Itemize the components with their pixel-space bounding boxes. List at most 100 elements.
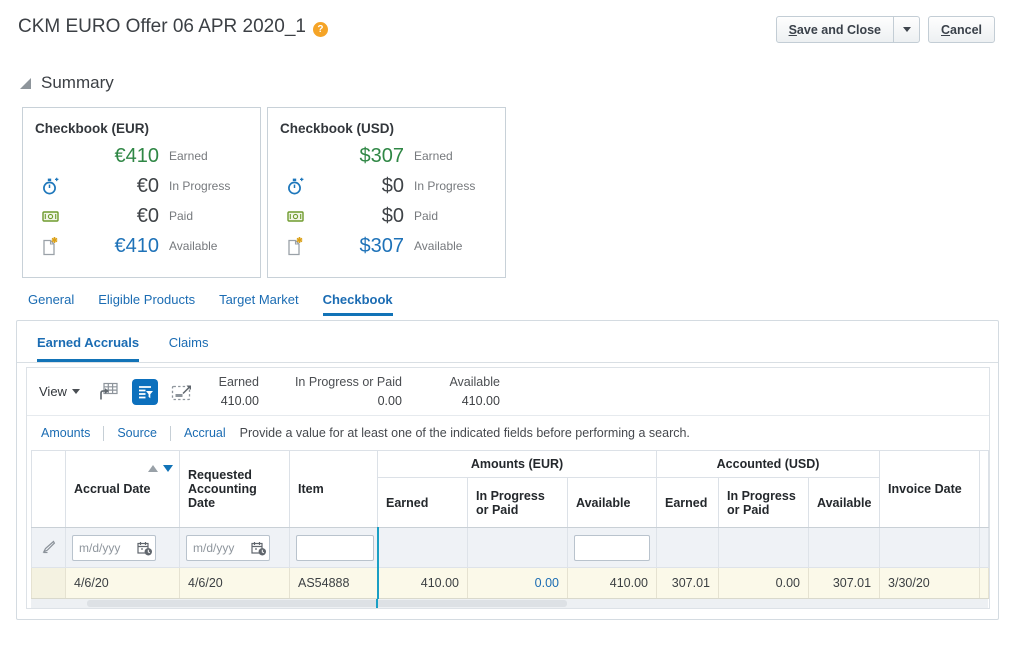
requested-accounting-date-filter-cell: [180, 528, 290, 568]
col-header-accrual-date[interactable]: Accrual Date: [66, 451, 180, 528]
empty-filter-cell: [980, 528, 989, 568]
search-links-row: Amounts Source Accrual Provide a value f…: [27, 416, 989, 450]
empty-filter-cell: [809, 528, 880, 568]
tab-bar: General Eligible Products Target Market …: [28, 292, 1015, 316]
available-total: Available 410.00: [438, 373, 500, 409]
earned-total: Earned 410.00: [207, 373, 259, 409]
eur-in-progress-or-paid-link[interactable]: 0.00: [535, 576, 559, 590]
earned-accruals-panel: View Earned 4: [26, 367, 990, 609]
available-label: Available: [404, 239, 493, 253]
help-icon[interactable]: ?: [313, 22, 328, 37]
subtab-bar: Earned Accruals Claims: [17, 321, 998, 363]
col-header-usd-in-progress-or-paid[interactable]: In Progress or Paid: [719, 478, 809, 528]
in-progress-value: $0: [314, 175, 404, 198]
group-header-accounted-usd: Accounted (USD): [657, 451, 880, 478]
stopwatch-icon: [35, 176, 69, 196]
view-menu-label: View: [39, 384, 67, 399]
cell-invoice-date: 3/30/20: [880, 568, 980, 599]
available-total-label: Available: [438, 373, 500, 391]
checkbook-cards: Checkbook (EUR) €410 Earned €0 In Progre…: [22, 107, 1015, 278]
earned-total-label: Earned: [207, 373, 259, 391]
checkbook-eur-card: Checkbook (EUR) €410 Earned €0 In Progre…: [22, 107, 261, 278]
accrual-link[interactable]: Accrual: [184, 426, 226, 440]
filler-cell: [980, 568, 989, 599]
cell-item: AS54888: [290, 568, 378, 599]
summary-collapse-icon[interactable]: [20, 78, 31, 89]
detach-button[interactable]: [171, 383, 193, 401]
cell-eur-earned: 410.00: [378, 568, 468, 599]
col-header-eur-available[interactable]: Available: [568, 478, 657, 528]
tab-eligible-products[interactable]: Eligible Products: [98, 292, 195, 316]
save-and-close-button[interactable]: Save and Close: [776, 16, 894, 43]
search-hint-text: Provide a value for at least one of the …: [240, 426, 690, 440]
col-header-invoice-date[interactable]: Invoice Date: [880, 451, 980, 528]
available-value: $307: [314, 235, 404, 258]
stopwatch-icon: [280, 176, 314, 196]
row-edit-cell: [32, 528, 66, 568]
edit-column-header: [32, 451, 66, 528]
cancel-button[interactable]: Cancel: [928, 16, 995, 43]
eur-available-filter-input[interactable]: [574, 535, 650, 561]
col-header-usd-earned[interactable]: Earned: [657, 478, 719, 528]
summary-section-header: Summary: [20, 73, 1015, 93]
tab-target-market[interactable]: Target Market: [219, 292, 298, 316]
filter-row: [32, 528, 989, 568]
paid-row: $0 Paid: [280, 201, 493, 231]
filter-table-icon: [137, 384, 153, 400]
calendar-icon[interactable]: [137, 541, 153, 556]
horizontal-scrollbar[interactable]: [31, 599, 988, 608]
subtab-claims[interactable]: Claims: [169, 335, 209, 362]
freeze-icon: [98, 382, 119, 401]
in-progress-row: $0 In Progress: [280, 171, 493, 201]
col-header-usd-available[interactable]: Available: [809, 478, 880, 528]
subtab-earned-accruals[interactable]: Earned Accruals: [37, 335, 139, 362]
action-buttons: Save and Close Cancel: [776, 16, 995, 43]
separator: [170, 426, 171, 441]
calendar-icon[interactable]: [251, 541, 267, 556]
paid-value: €0: [69, 205, 159, 228]
accrual-totals: Earned 410.00 In Progress or Paid 0.00 A…: [207, 373, 500, 409]
earned-row: $307 Earned: [280, 141, 493, 171]
eur-available-filter-cell: [568, 528, 657, 568]
paid-row: €0 Paid: [35, 201, 248, 231]
row-select-cell[interactable]: [32, 568, 66, 599]
table-row[interactable]: 4/6/20 4/6/20 AS54888 410.00 0.00 410.00…: [32, 568, 989, 599]
amounts-link[interactable]: Amounts: [41, 426, 90, 440]
item-filter-input[interactable]: [296, 535, 374, 561]
in-progress-or-paid-total-value: 0.00: [295, 392, 402, 410]
cell-eur-available: 410.00: [568, 568, 657, 599]
col-header-eur-earned[interactable]: Earned: [378, 478, 468, 528]
tab-general[interactable]: General: [28, 292, 74, 316]
view-menu-button[interactable]: View: [39, 384, 80, 399]
freeze-button[interactable]: [98, 382, 119, 401]
available-row: €410 Available: [35, 231, 248, 261]
accrual-date-header-label: Accrual Date: [74, 482, 150, 496]
available-label: Available: [159, 239, 248, 253]
cell-usd-earned: 307.01: [657, 568, 719, 599]
sort-ascending-icon[interactable]: [148, 465, 158, 472]
in-progress-value: €0: [69, 175, 159, 198]
save-and-close-dropdown-button[interactable]: [893, 16, 920, 43]
col-header-eur-in-progress-or-paid[interactable]: In Progress or Paid: [468, 478, 568, 528]
scrollbar-thumb[interactable]: [87, 600, 567, 607]
chevron-down-icon: [903, 27, 911, 32]
pencil-icon: [41, 539, 56, 554]
col-header-requested-accounting-date[interactable]: Requested Accounting Date: [180, 451, 290, 528]
sort-descending-icon[interactable]: [163, 465, 173, 472]
paid-label: Paid: [159, 209, 248, 223]
query-by-example-button[interactable]: [132, 379, 158, 405]
earned-row: €410 Earned: [35, 141, 248, 171]
col-header-item[interactable]: Item: [290, 451, 378, 528]
document-star-icon: [280, 236, 314, 256]
earned-total-value: 410.00: [207, 392, 259, 410]
empty-filter-cell: [378, 528, 468, 568]
tab-checkbook[interactable]: Checkbook: [323, 292, 393, 316]
detach-icon: [171, 383, 193, 401]
save-and-close-label: Save and Close: [789, 23, 881, 37]
earned-value: €410: [69, 145, 159, 168]
checkbook-usd-card: Checkbook (USD) $307 Earned $0 In Progre…: [267, 107, 506, 278]
cell-eur-in-progress-or-paid: 0.00: [468, 568, 568, 599]
page: CKM EURO Offer 06 APR 2020_1 ? Save and …: [0, 0, 1015, 620]
top-bar: CKM EURO Offer 06 APR 2020_1 ? Save and …: [0, 0, 1015, 43]
source-link[interactable]: Source: [117, 426, 157, 440]
